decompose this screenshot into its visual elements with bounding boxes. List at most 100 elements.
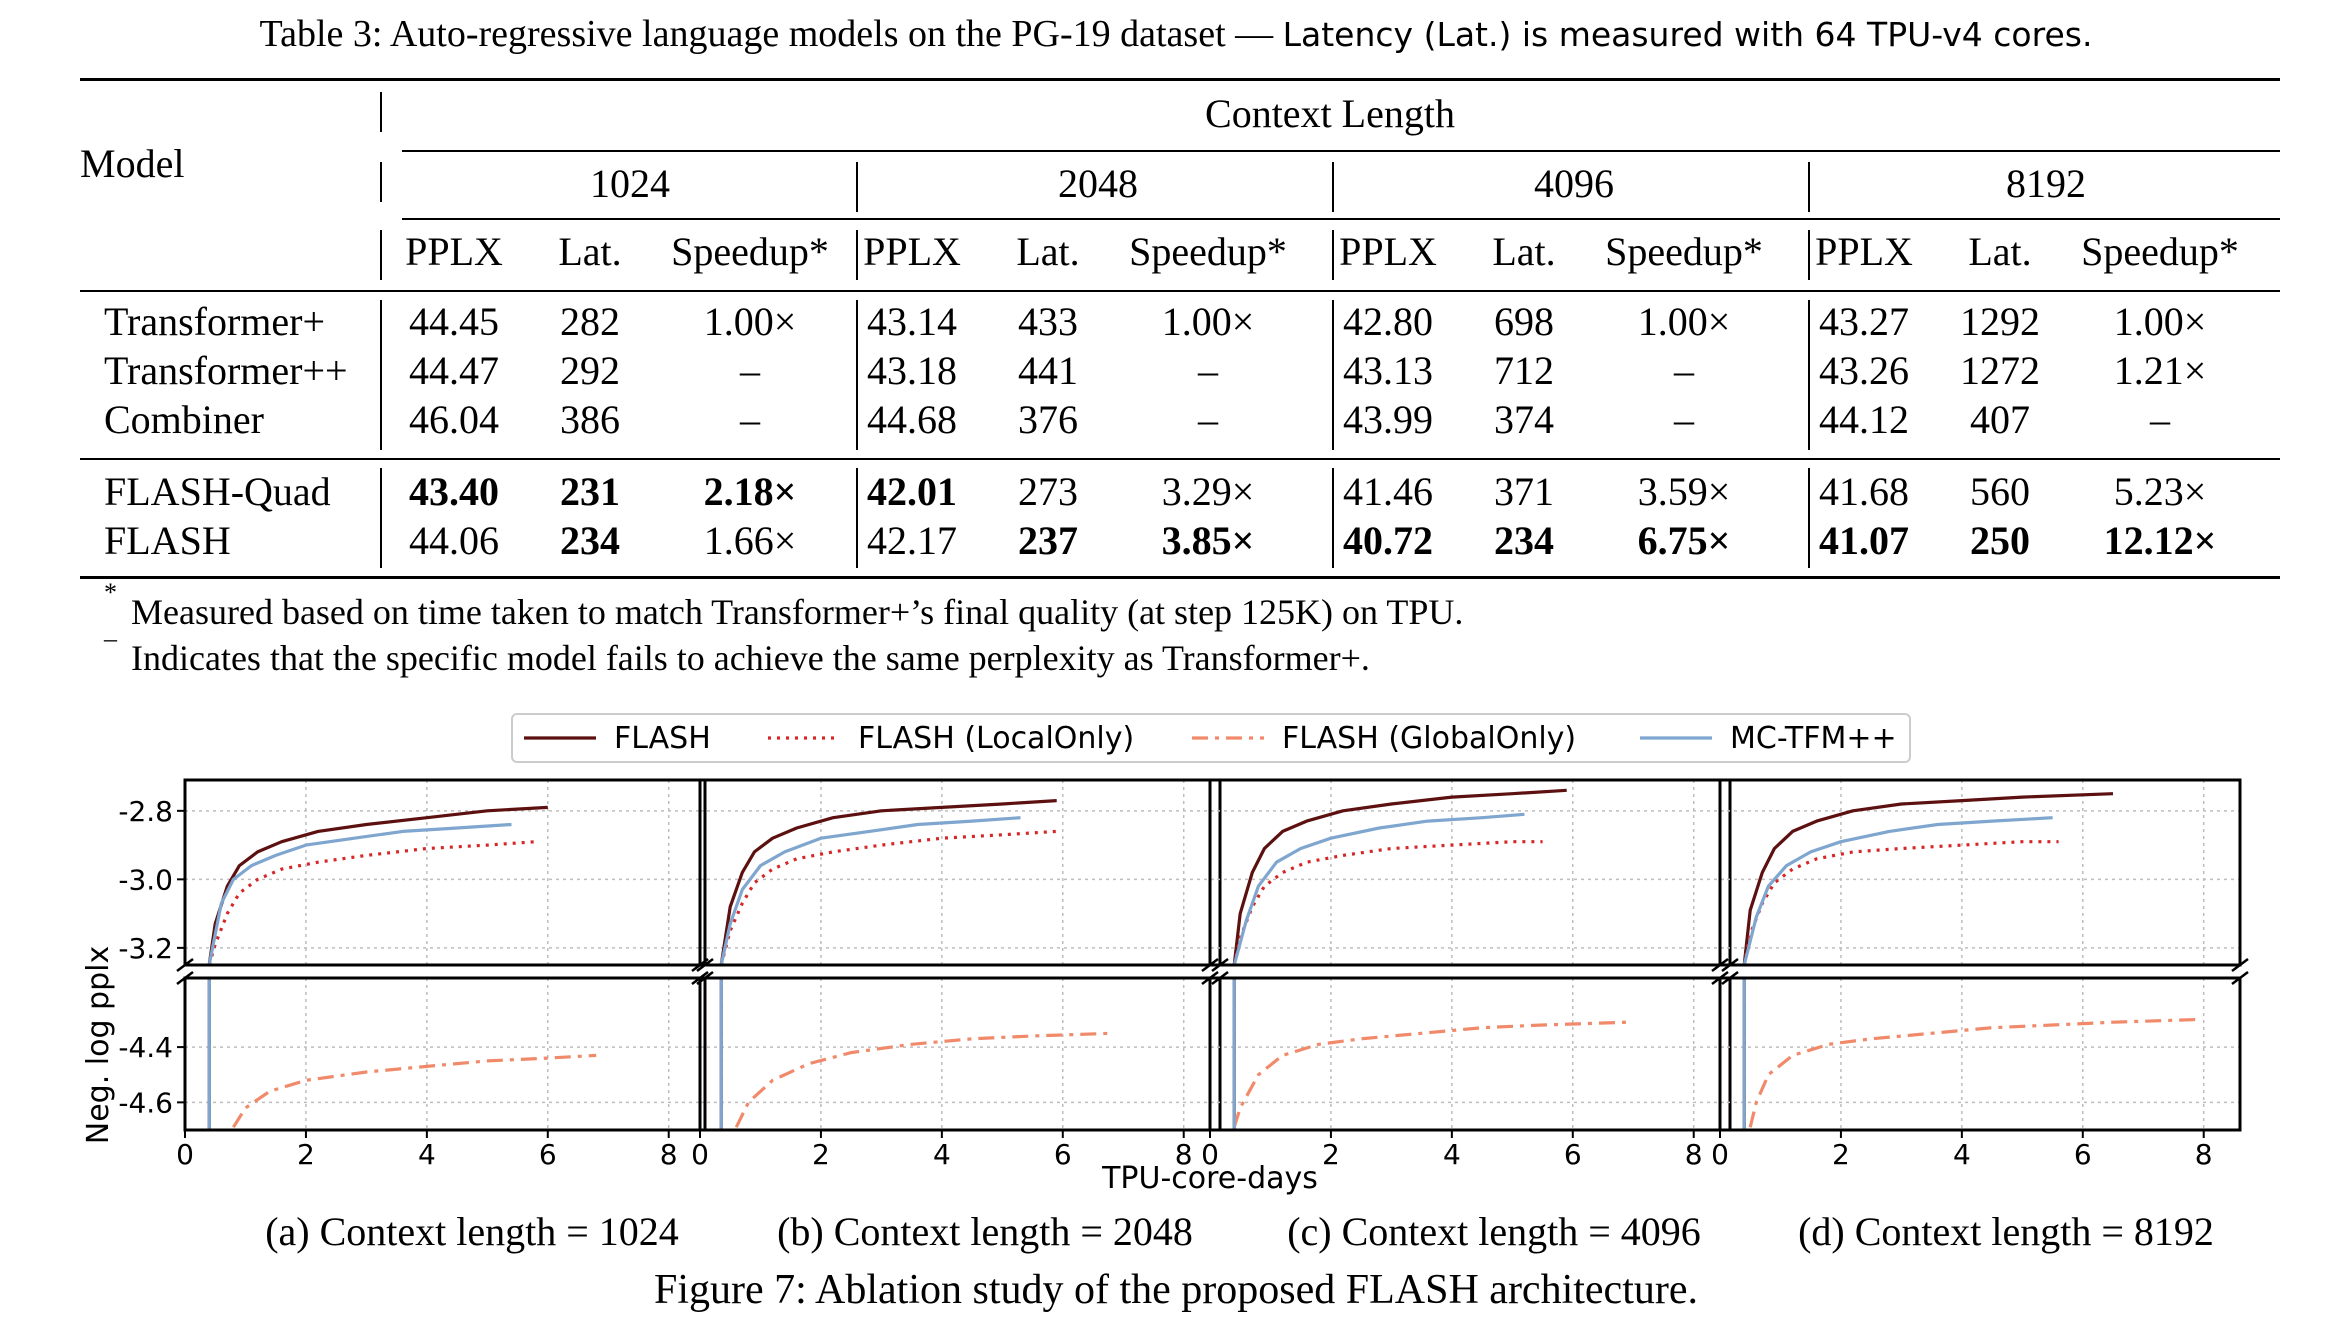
table-cell: 43.27 (1819, 299, 1909, 344)
lower-axes-frame (698, 976, 1222, 1132)
model-divider-1 (380, 92, 382, 132)
model-header: Model (80, 141, 185, 186)
axis-break-mark (1711, 958, 1729, 972)
y-tick-label: -3.2 (118, 932, 173, 965)
table-cell: 3.85× (1161, 518, 1255, 563)
model-divider-body-2 (380, 468, 382, 568)
y-tick-label: -4.4 (118, 1031, 173, 1064)
x-tick-label: 8 (1685, 1138, 1703, 1171)
metric-header-8192-2: Speedup* (2081, 229, 2239, 274)
model-divider-3 (380, 230, 382, 280)
table-cell: 2.18× (703, 469, 797, 514)
table-cell: 12.12× (2103, 518, 2217, 563)
context-values-rule (402, 218, 2280, 220)
series-line (207, 822, 512, 966)
group-divider-metric-3 (1808, 230, 1810, 280)
table-cell: 371 (1494, 469, 1554, 514)
series-line (719, 816, 1021, 966)
table-cell: 43.18 (867, 348, 957, 393)
lower-axes-frame (1718, 976, 2242, 1132)
table-cell: – (740, 348, 760, 393)
footnote-dash-text: Indicates that the specific model fails … (131, 638, 1370, 678)
footnote-star: * Measured based on time taken to match T… (104, 578, 1463, 633)
table-caption-note: Latency (Lat.) is measured with 64 TPU-v… (1282, 15, 2093, 54)
panel-2: 0 2 4 6 8 (1201, 778, 1739, 1171)
metric-header-1024-1: Lat. (558, 229, 622, 274)
table-row-label: Transformer++ (104, 348, 348, 393)
subcaption-b: (b) Context length = 2048 (777, 1209, 1193, 1254)
axis-break-mark (2231, 958, 2249, 972)
metric-header-1024-0: PPLX (405, 229, 503, 274)
series-line (734, 1031, 1112, 1128)
series-line (719, 799, 1057, 966)
table-cell: 712 (1494, 348, 1554, 393)
lower-axes-frame (1208, 976, 1732, 1132)
table-cell: 3.59× (1637, 469, 1731, 514)
group-divider-ctx-3 (1808, 162, 1810, 212)
figure-panels: 0 2 4 6 8-2.8-3.0-3.2-4.4-4.60 2 4 6 8 0 2 4 6 8 0 2 4 6 8 (118, 778, 2249, 1171)
table-mid-rule (80, 458, 2280, 460)
table-cell: 44.06 (409, 518, 499, 563)
y-axis-label: Neg. log pplx (81, 946, 116, 1144)
table-caption: Table 3: Auto-regressive language models… (0, 12, 2352, 56)
metric-header-8192-0: PPLX (1815, 229, 1913, 274)
table-cell: 407 (1970, 397, 2030, 442)
table-cell: 698 (1494, 299, 1554, 344)
upper-axes-frame (1208, 778, 1732, 967)
x-tick-label: 2 (812, 1138, 830, 1171)
table-cell: 237 (1018, 518, 1078, 563)
table-cell: – (740, 397, 760, 442)
table-cell: 42.80 (1343, 299, 1433, 344)
table-cell: 42.01 (867, 469, 957, 514)
subcaption-a: (a) Context length = 1024 (265, 1209, 679, 1254)
table-row-label: FLASH-Quad (104, 469, 331, 514)
panel-1: 0 2 4 6 8 (691, 778, 1229, 1171)
table-cell: 44.12 (1819, 397, 1909, 442)
table-cell: 44.68 (867, 397, 957, 442)
metric-header-4096-1: Lat. (1492, 229, 1556, 274)
table-cell: 1.66× (703, 518, 797, 563)
table-row-label: Transformer+ (104, 299, 326, 344)
series-line (1748, 1017, 2198, 1128)
axis-break-mark (2231, 971, 2249, 985)
context-header-rule (402, 150, 2280, 152)
axis-break-mark (691, 971, 709, 985)
x-tick-label: 2 (1832, 1138, 1850, 1171)
table-cell: 43.99 (1343, 397, 1433, 442)
upper-axes-frame (1718, 778, 2242, 967)
table-cell: 5.23× (2113, 469, 2207, 514)
context-4096: 4096 (1534, 161, 1614, 206)
group-divider-ctx-1 (856, 162, 858, 212)
table-cell: 43.13 (1343, 348, 1433, 393)
table-cell: 42.17 (867, 518, 957, 563)
x-tick-label: 8 (1175, 1138, 1193, 1171)
table-top-rule (80, 78, 2280, 81)
axis-break-mark (176, 971, 194, 985)
lower-axes-frame (183, 976, 707, 1132)
x-tick-label: 0 (1711, 1138, 1729, 1171)
x-tick-label: 0 (691, 1138, 709, 1171)
table-cell: 1292 (1960, 299, 2040, 344)
panel-0: 0 2 4 6 8 -2.8 -3.0 -3.2 -4.4 -4.6 (118, 778, 714, 1171)
context-2048: 2048 (1058, 161, 1138, 206)
table-cell: 1.21× (2113, 348, 2207, 393)
legend-label-3: MC-TFM++ (1730, 721, 1897, 756)
table-cell: 1.00× (2113, 299, 2207, 344)
series-line (1232, 812, 1525, 966)
table-cell: 6.75× (1637, 518, 1731, 563)
x-tick-label: 6 (1054, 1138, 1072, 1171)
x-tick-label: 0 (1201, 1138, 1219, 1171)
table-cell: 46.04 (409, 397, 499, 442)
table-cell: – (1198, 397, 1218, 442)
table-header-rule (80, 290, 2280, 292)
group-divider-body-3 (1808, 300, 1810, 450)
table-cell: 1272 (1960, 348, 2040, 393)
table-cell: 231 (560, 469, 620, 514)
table-cell: 234 (560, 518, 620, 563)
table-cell: – (1674, 348, 1694, 393)
figure-legend: FLASH FLASH (LocalOnly) FLASH (GlobalOnly)… (511, 713, 1911, 763)
x-tick-label: 4 (418, 1138, 436, 1171)
series-line (232, 1053, 597, 1129)
x-tick-label: 4 (1953, 1138, 1971, 1171)
table-cell: 41.46 (1343, 469, 1433, 514)
